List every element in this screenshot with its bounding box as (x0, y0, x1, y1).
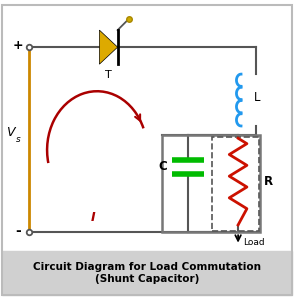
Text: +: + (12, 39, 23, 52)
Text: C: C (158, 160, 167, 173)
Text: V: V (6, 126, 15, 139)
Text: -: - (15, 224, 21, 238)
Text: Load: Load (243, 238, 265, 247)
Text: s: s (16, 135, 21, 144)
Text: L: L (254, 91, 261, 103)
Text: I: I (90, 211, 95, 224)
Text: R: R (264, 175, 273, 188)
Text: T: T (105, 70, 112, 80)
Polygon shape (99, 30, 118, 64)
Text: Circuit Diagram for Load Commutation
(Shunt Capacitor): Circuit Diagram for Load Commutation (Sh… (33, 262, 261, 283)
Polygon shape (1, 251, 293, 296)
